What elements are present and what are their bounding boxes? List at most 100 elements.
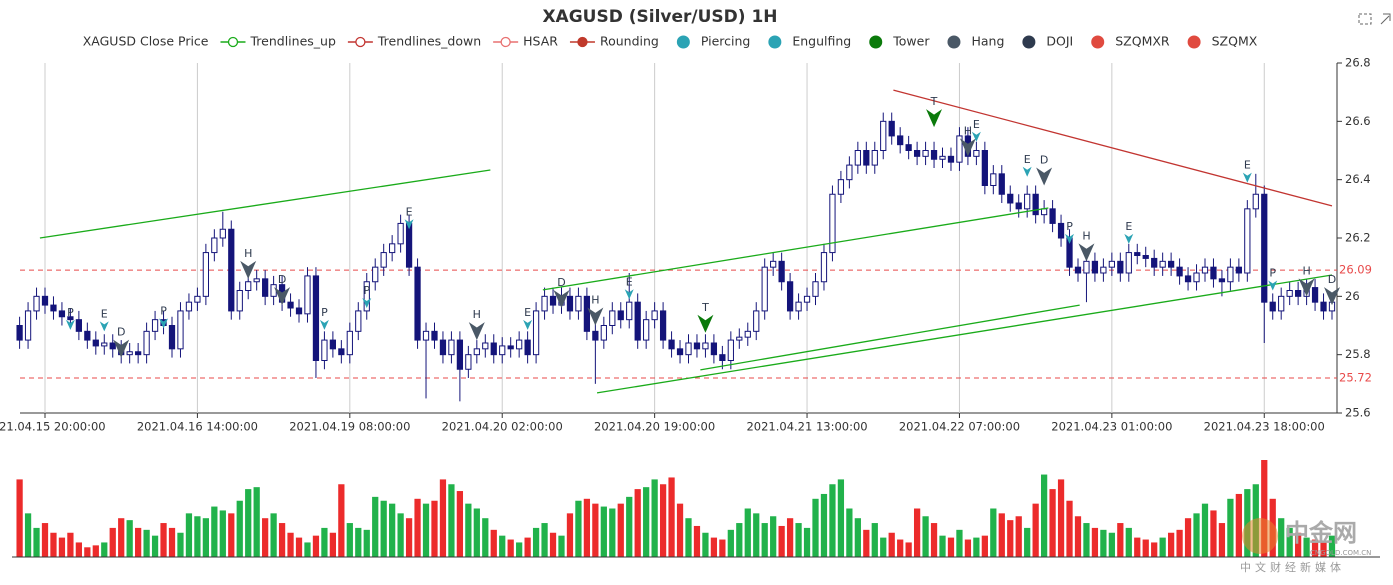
candle-body (947, 155, 955, 163)
volume-bar (1303, 537, 1310, 557)
candle-body (702, 342, 709, 350)
candle-body (795, 301, 802, 312)
candle-body (897, 135, 904, 146)
candle-body (693, 342, 701, 350)
candle-body (778, 260, 785, 283)
legend-item[interactable]: Piercing (676, 34, 751, 49)
volume-bar (1032, 503, 1039, 557)
volume-bar (558, 535, 565, 557)
pattern-marker (624, 289, 634, 300)
legend-item[interactable]: HSAR (493, 34, 558, 49)
pattern-marker (468, 322, 485, 341)
volume-bar (668, 477, 675, 557)
volume-bar (16, 479, 23, 557)
volume-bar (507, 539, 514, 557)
legend-symbol (500, 36, 511, 48)
candle-body (295, 307, 303, 315)
legend-item[interactable]: Trendlines_down (347, 34, 481, 49)
volume-bar (363, 529, 370, 557)
volume-bar (710, 537, 718, 557)
candle-body (1134, 252, 1141, 256)
candle-body (1057, 222, 1065, 239)
legend-item[interactable]: SZQMX (1187, 34, 1258, 49)
pattern-marker (404, 219, 414, 230)
candle-body (329, 339, 337, 350)
volume-bar (676, 503, 684, 557)
candle-body (524, 339, 531, 356)
watermark-logo (1242, 518, 1278, 554)
legend-item[interactable]: XAGUSD Close Price (83, 34, 209, 49)
volume-bar (744, 508, 751, 557)
pattern-marker (1324, 287, 1340, 306)
candle-body (1210, 266, 1217, 280)
candle-body (1117, 260, 1124, 274)
pattern-marker (1242, 172, 1252, 183)
volume-bar (397, 513, 404, 557)
volume-bar (499, 535, 506, 557)
legend-item[interactable]: Trendlines_up (220, 34, 336, 49)
legend-item[interactable]: Tower (869, 34, 930, 49)
legend-item[interactable]: Rounding (569, 34, 659, 49)
candle-body (363, 281, 370, 312)
candle-body (1049, 208, 1056, 224)
legend-item[interactable]: SZQMXR (1091, 34, 1170, 49)
candle-body (1311, 287, 1319, 303)
volume-bar (1218, 523, 1226, 557)
candle-body (719, 354, 726, 361)
restore-icon[interactable] (1380, 13, 1391, 25)
candle-body (58, 310, 66, 318)
toolbox[interactable] (1358, 13, 1391, 25)
volume-bar (1040, 474, 1048, 557)
marker-label: H (473, 308, 481, 321)
volume-bar (58, 537, 66, 557)
volume-bar (651, 479, 658, 557)
pattern-marker (274, 287, 291, 306)
legend-label: Piercing (701, 34, 751, 49)
candle-body (219, 228, 226, 239)
volume-bar (1184, 518, 1192, 557)
volume-bar (33, 527, 40, 557)
volume-bar (693, 525, 701, 557)
x-tick-label: 2021.04.23 01:00:00 (1051, 420, 1172, 434)
candle-body (930, 150, 938, 160)
legend-item[interactable]: DOJI (1022, 34, 1073, 49)
volume-bar (854, 518, 861, 557)
candle-body (397, 222, 404, 245)
volume-bar (1125, 527, 1132, 557)
legend-item[interactable]: Engulfing (768, 34, 851, 49)
candle-body (1218, 278, 1226, 283)
candle-body (1125, 252, 1132, 274)
y-tick-label: 25.8 (1345, 347, 1371, 361)
candle-body (507, 345, 514, 350)
y-tick-label: 26.4 (1345, 172, 1371, 186)
volume-bar (1159, 537, 1166, 557)
marker-label: E (973, 118, 980, 131)
marker-label: P (363, 284, 370, 297)
candle-body (1074, 266, 1082, 274)
candle-body (676, 348, 684, 356)
marker-label: E (1125, 220, 1132, 233)
candle-body (1091, 260, 1099, 274)
legend-item[interactable]: Hang (947, 34, 1004, 49)
volume-bar (24, 513, 32, 557)
zoom-icon[interactable] (1358, 13, 1372, 25)
marker-label: E (406, 205, 413, 218)
volume-bar (372, 496, 379, 557)
candle-body (761, 266, 768, 312)
candle-body (1184, 275, 1192, 283)
volume-bar (913, 508, 921, 557)
candle-body (956, 135, 963, 163)
volume-bar (846, 508, 853, 557)
legend-symbol (768, 35, 782, 49)
volume-bar (549, 532, 557, 557)
candle-body (33, 295, 40, 312)
marker-label: E (1244, 159, 1251, 172)
marker-label: H (591, 294, 599, 307)
candle-body (1040, 208, 1048, 216)
volume-bar (1091, 527, 1099, 557)
volume-bar (1295, 532, 1302, 557)
candle-body (549, 295, 557, 306)
volume-bar (1201, 503, 1209, 557)
candle-body (812, 281, 819, 297)
